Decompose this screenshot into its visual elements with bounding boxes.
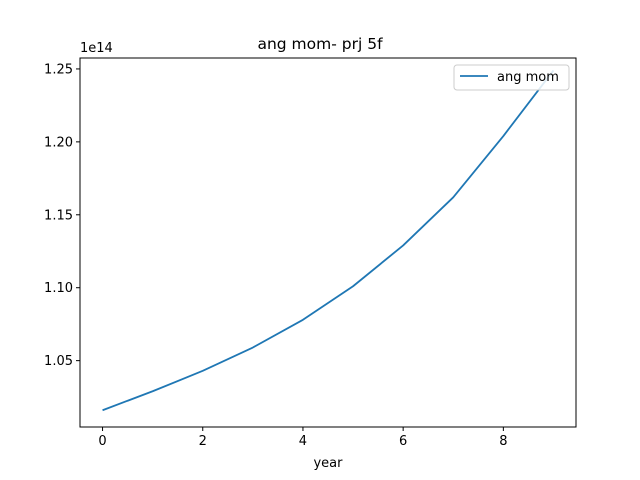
y-tick-label: 1.25	[44, 62, 73, 77]
series-layer	[102, 69, 555, 412]
y-tick-label: 1.10	[44, 281, 73, 296]
x-tick-label: 4	[299, 434, 307, 449]
x-tick-label: 8	[499, 434, 507, 449]
legend-box	[453, 64, 570, 91]
chart-title: ang mom- prj 5f	[257, 35, 383, 53]
y-tick-label: 1.05	[44, 354, 73, 369]
y-tick-label: 1.20	[44, 135, 73, 150]
x-tick-label: 6	[399, 434, 407, 449]
x-tick-label: 2	[199, 434, 207, 449]
legend: ang mom	[453, 64, 570, 91]
y-axis-ticks: 1.05 1.10 1.15 1.20 1.25	[44, 62, 80, 369]
plot-area-frame	[79, 57, 577, 428]
x-axis-label: year	[313, 456, 343, 471]
x-axis-ticks: 0 2 4 6 8	[98, 427, 507, 449]
series-line-ang-mom	[102, 69, 555, 412]
y-tick-label: 1.15	[44, 208, 73, 223]
legend-label-ang-mom: ang mom	[497, 70, 559, 85]
x-tick-label: 0	[98, 434, 106, 449]
y-axis-offset-label: 1e14	[80, 41, 113, 56]
